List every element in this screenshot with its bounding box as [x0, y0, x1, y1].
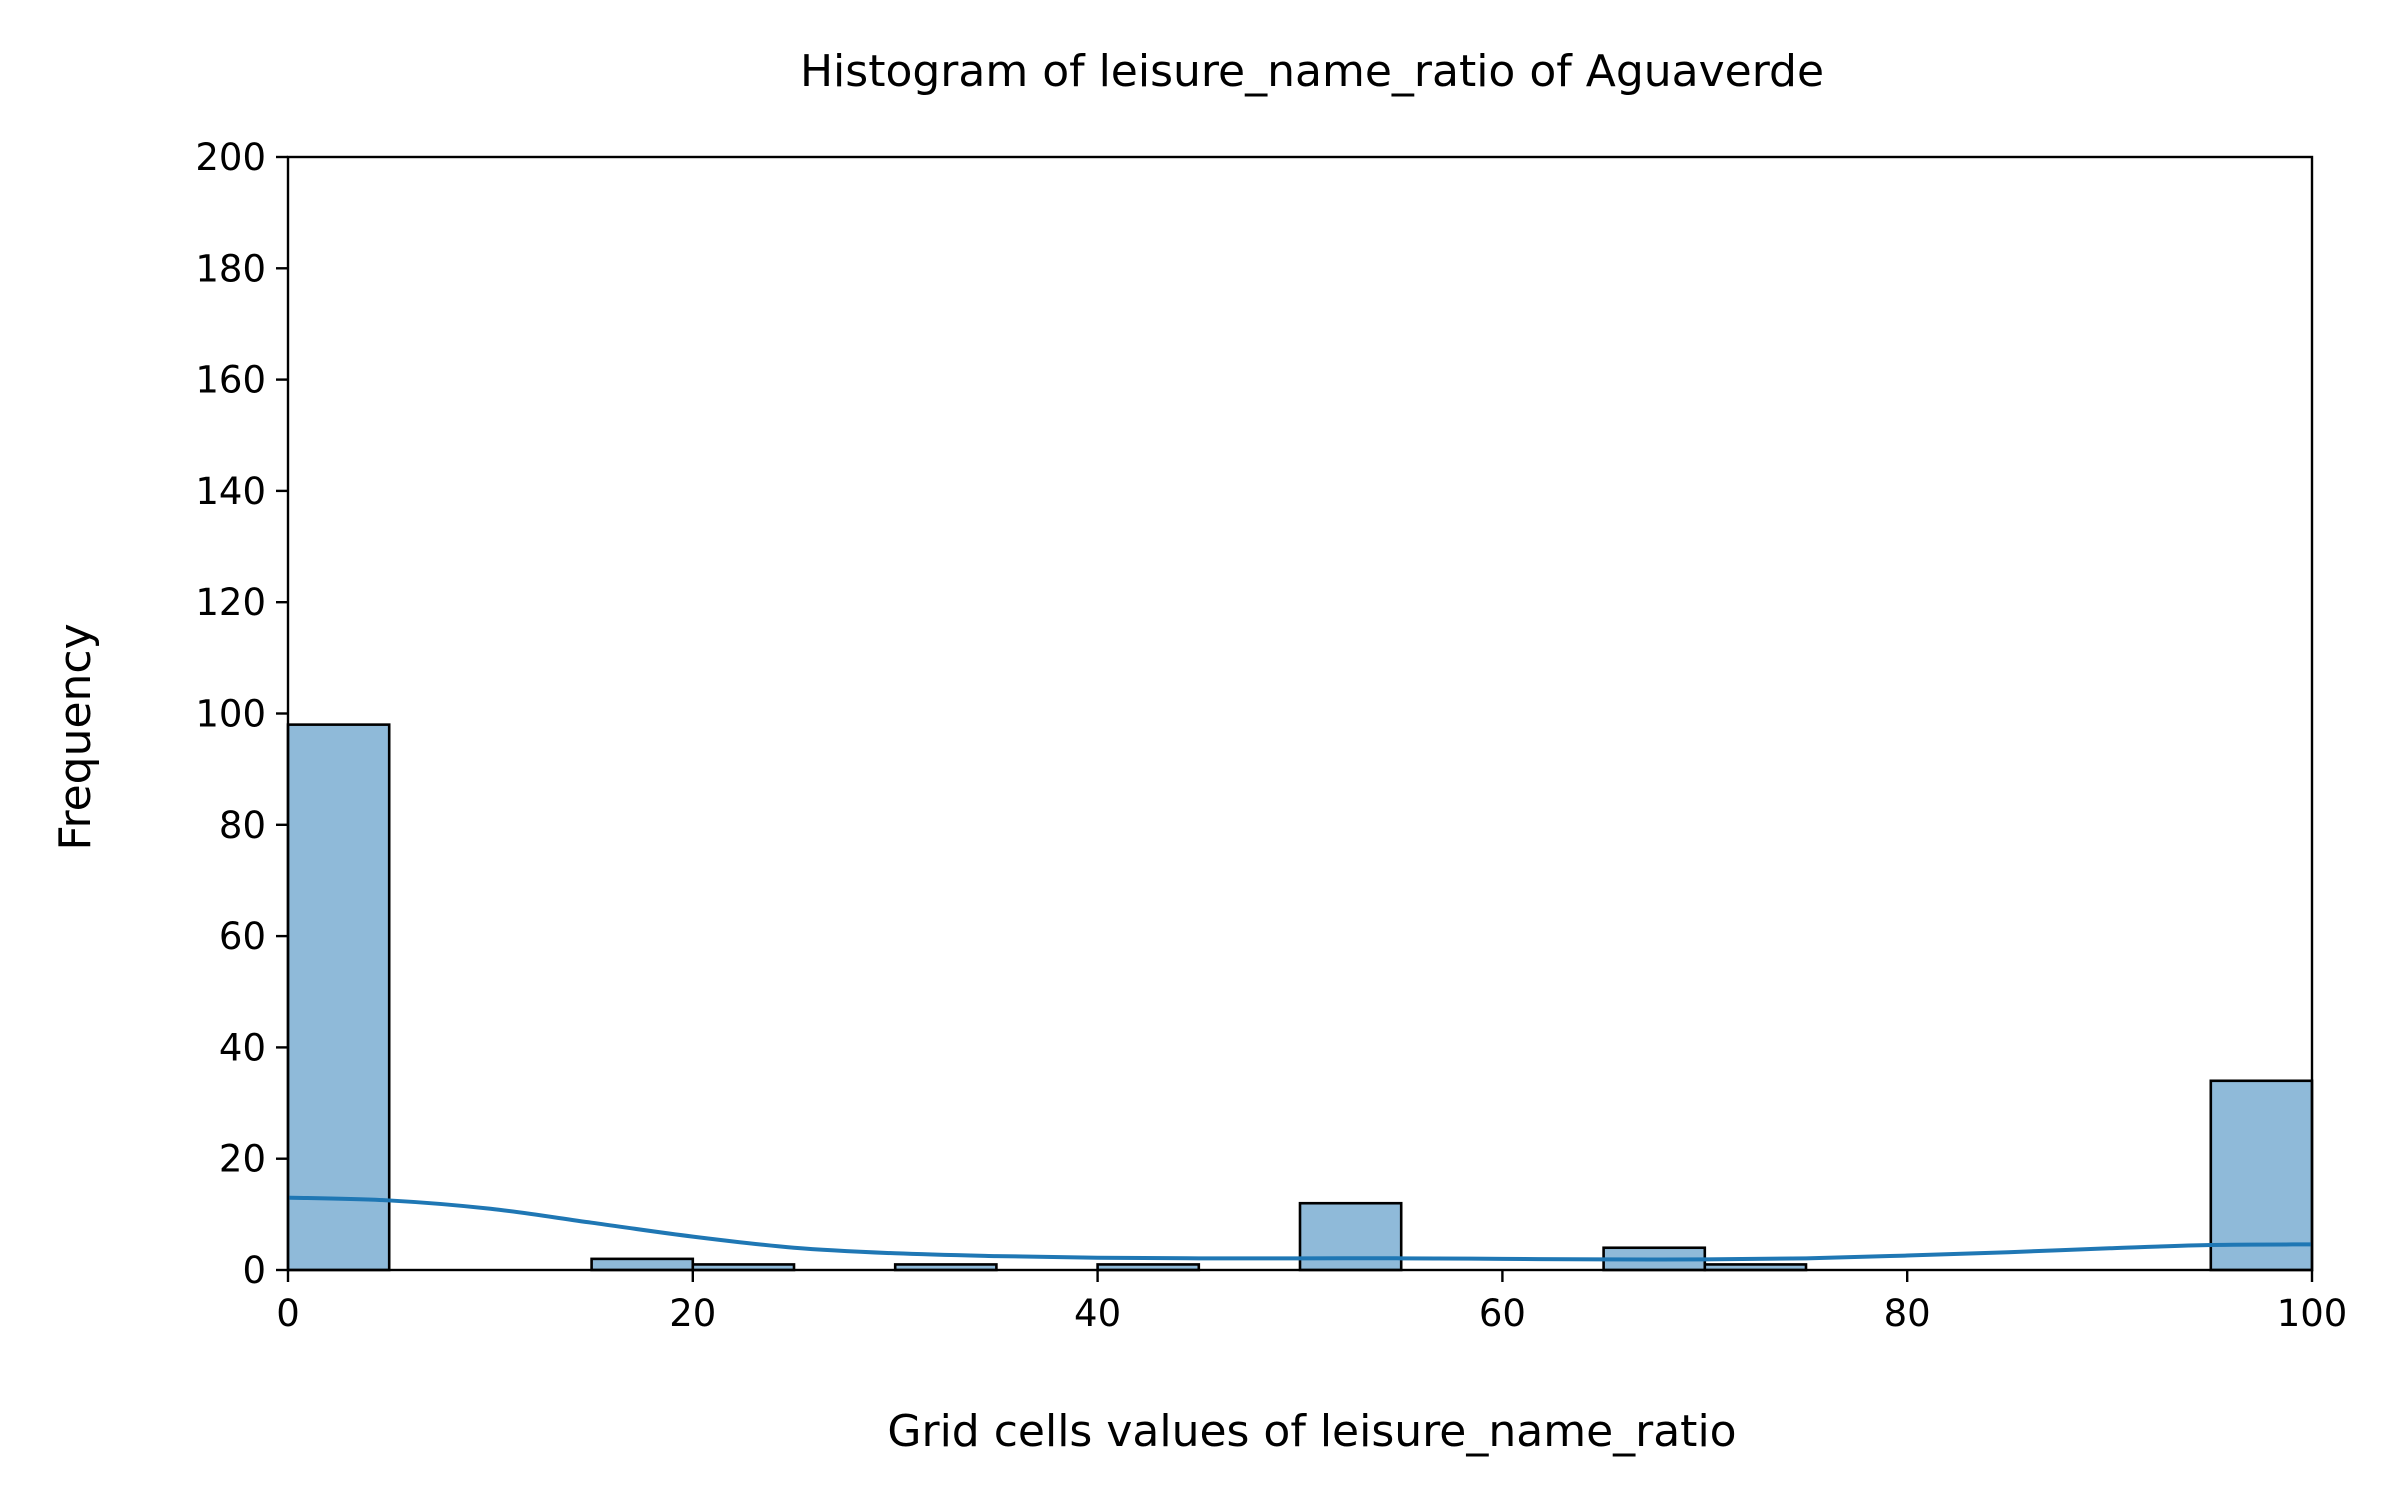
x-tick-label: 100 [2277, 1292, 2348, 1335]
y-tick-label: 120 [195, 581, 266, 624]
y-tick-label: 140 [195, 470, 266, 513]
y-tick-label: 0 [242, 1249, 266, 1292]
x-tick-label: 40 [1074, 1292, 1121, 1335]
x-axis: 0 20 40 60 80 100 [276, 1270, 2347, 1335]
bars-layer [286, 723, 2314, 1272]
kde-curve [287, 1195, 2313, 1262]
y-tick-label: 160 [195, 359, 266, 402]
x-tick-label: 0 [276, 1292, 300, 1335]
histogram-bar [286, 723, 391, 1272]
chart-title: Histogram of leisure_name_ratio of Aguav… [800, 46, 1824, 97]
y-tick-label: 80 [219, 804, 266, 847]
histogram-bar [2209, 1079, 2314, 1272]
y-axis-label: Frequency [50, 623, 101, 850]
x-tick-label: 60 [1479, 1292, 1526, 1335]
y-tick-label: 60 [219, 915, 266, 958]
y-tick-label: 20 [219, 1138, 266, 1181]
x-axis-label: Grid cells values of leisure_name_ratio [887, 1406, 1736, 1457]
y-tick-label: 200 [195, 136, 266, 179]
kde-layer [287, 1195, 2313, 1262]
histogram-bar [590, 1257, 695, 1272]
plot-frame [286, 155, 2314, 1272]
y-tick-label: 100 [195, 693, 266, 736]
x-tick-label: 20 [669, 1292, 716, 1335]
y-tick-label: 180 [195, 247, 266, 290]
y-tick-label: 40 [219, 1026, 266, 1069]
y-axis: 0 20 40 60 80 100 120 140 160 180 200 [195, 136, 288, 1292]
x-tick-label: 80 [1884, 1292, 1931, 1335]
